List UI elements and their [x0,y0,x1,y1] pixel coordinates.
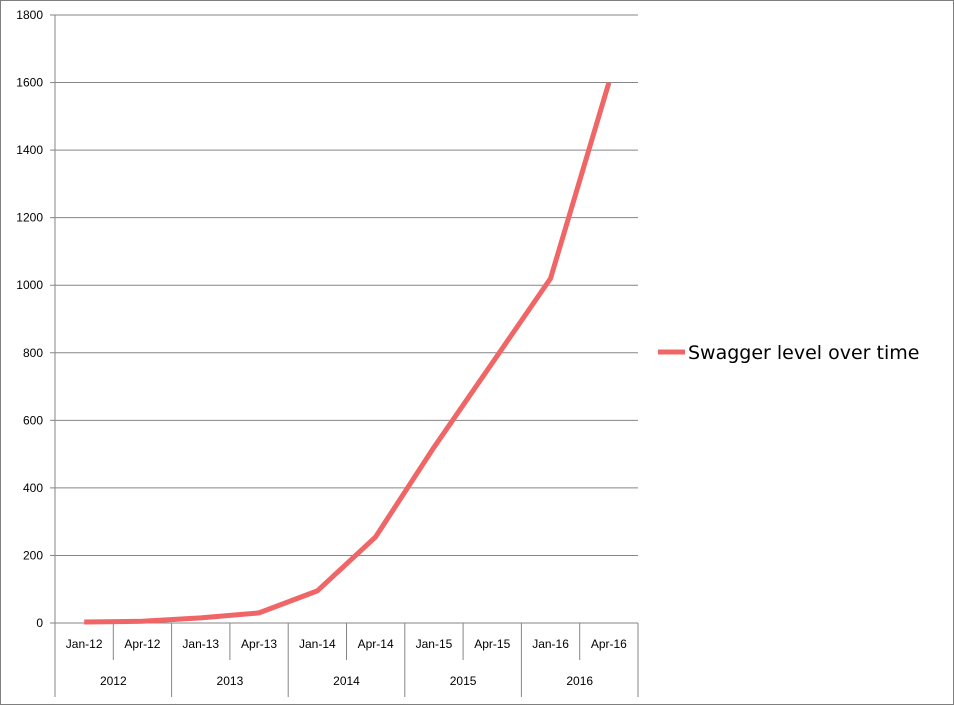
x-tick-label: Jan-15 [416,637,453,651]
series-line [84,81,612,625]
legend: Swagger level over time [658,342,919,364]
x-tick-label: Apr-13 [241,637,277,651]
axes [54,15,638,697]
y-tick-label: 1200 [16,211,43,225]
x-group-label: 2012 [100,674,127,688]
y-tick-label: 800 [23,346,43,360]
y-tick-label: 1400 [16,143,43,157]
x-group-label: 2016 [566,674,593,688]
x-tick-label: Apr-15 [474,637,510,651]
x-tick-label: Apr-12 [124,637,160,651]
x-tick-label: Jan-13 [182,637,219,651]
y-tick-label: 1800 [16,8,43,22]
gridlines [55,14,638,556]
x-tick-label: Jan-12 [66,637,103,651]
x-tick-label: Apr-14 [358,637,394,651]
y-tick-label: 0 [36,616,43,630]
series-group [84,81,612,625]
x-group-label: 2014 [333,674,360,688]
y-tick-label: 400 [23,481,43,495]
x-tick-label: Jan-14 [299,637,336,651]
y-tick-label: 200 [23,548,43,562]
y-axis-ticks: 0 200 400 600 800 1000 1200 1400 1600 1800 [16,8,55,630]
x-group-label: 2015 [450,674,477,688]
x-group-label: 2013 [217,674,244,688]
y-tick-label: 1000 [16,278,43,292]
x-axis-ticks: Jan-12 Apr-12 Jan-13 Apr-13 Jan-14 Apr-14 Jan-… [54,623,639,697]
x-tick-label: Jan-16 [532,637,569,651]
x-tick-label: Apr-16 [591,637,627,651]
y-tick-label: 1600 [16,76,43,90]
y-tick-label: 600 [23,413,43,427]
legend-label: Swagger level over time [688,342,919,364]
